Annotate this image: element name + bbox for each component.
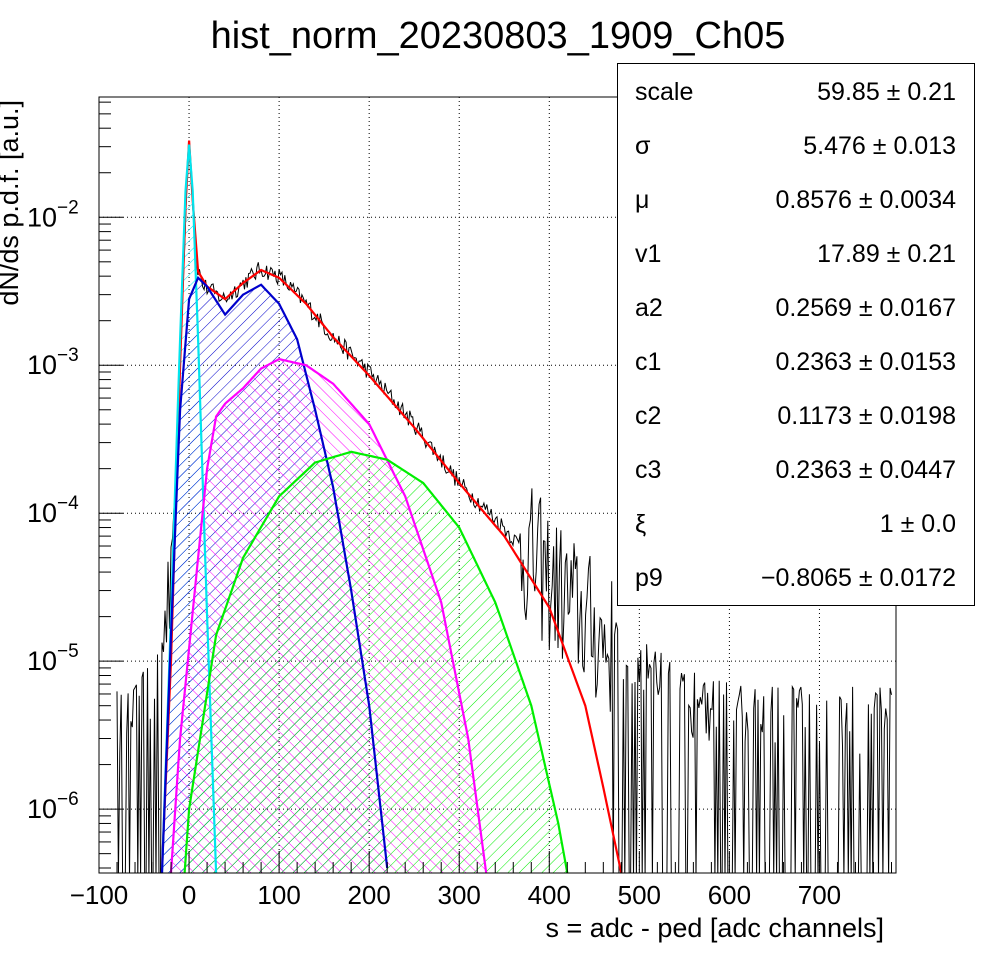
- stat-value: 1 ± 0.0: [879, 510, 956, 538]
- series-histogram: [116, 149, 892, 873]
- stat-name: c1: [635, 348, 662, 376]
- x-axis: −100 0 100 200 300 400 500 600 700: [70, 851, 892, 910]
- stat-value: 0.2569 ± 0.0167: [775, 294, 956, 322]
- stat-name: ξ: [635, 510, 647, 538]
- stat-row-v1: v1 17.89 ± 0.21: [618, 240, 974, 280]
- x-tick-label: 300: [438, 880, 481, 910]
- x-tick-label: 500: [618, 880, 661, 910]
- stat-name: σ: [635, 132, 651, 160]
- series-component-line: [169, 357, 488, 873]
- stat-row-c1: c1 0.2363 ± 0.0153: [618, 348, 974, 388]
- x-tick-label: 600: [708, 880, 751, 910]
- stat-row-xi: ξ 1 ± 0.0: [618, 510, 974, 550]
- y-tick-exponent: −5: [57, 641, 79, 662]
- x-tick-label: 400: [528, 880, 571, 910]
- y-tick-label: 10: [27, 646, 57, 676]
- stat-value: 0.1173 ± 0.0198: [777, 402, 956, 430]
- y-tick-label: 10: [27, 498, 57, 528]
- x-tick-label: 200: [347, 880, 390, 910]
- chart-title: hist_norm_20230803_1909_Ch05: [211, 15, 786, 57]
- stat-value: 59.85 ± 0.21: [817, 78, 956, 106]
- y-tick-exponent: −4: [57, 493, 79, 514]
- series-fit-line: [160, 140, 623, 873]
- stat-row-mu: μ 0.8576 ± 0.0034: [618, 186, 974, 226]
- x-tick-label: 0: [182, 880, 196, 910]
- series-component-line: [160, 275, 389, 873]
- stat-value: 0.8576 ± 0.0034: [775, 186, 956, 214]
- y-tick-exponent: −2: [57, 197, 79, 218]
- stat-name: v1: [635, 240, 662, 268]
- y-axis: 10−610−510−410−310−2: [27, 101, 123, 869]
- stat-name: c2: [635, 402, 662, 430]
- x-tick-label: 100: [257, 880, 300, 910]
- stat-value: 5.476 ± 0.013: [803, 132, 956, 160]
- stat-row-a2: a2 0.2569 ± 0.0167: [618, 294, 974, 334]
- series-component-line: [183, 450, 569, 873]
- stat-row-sigma: σ 5.476 ± 0.013: [618, 132, 974, 172]
- y-tick-exponent: −3: [57, 345, 79, 366]
- stat-row-p9: p9 −0.8065 ± 0.0172: [618, 564, 974, 604]
- stat-row-scale: scale 59.85 ± 0.21: [618, 78, 974, 118]
- stat-row-c2: c2 0.1173 ± 0.0198: [618, 402, 974, 442]
- fit-stats-box: scale 59.85 ± 0.21 σ 5.476 ± 0.013 μ 0.8…: [617, 63, 975, 606]
- y-tick-label: 10: [27, 350, 57, 380]
- stat-row-c3: c3 0.2363 ± 0.0447: [618, 456, 974, 496]
- x-tick-label: −100: [70, 880, 129, 910]
- x-tick-label: 700: [798, 880, 841, 910]
- component-fills: [162, 144, 568, 873]
- stat-name: a2: [635, 294, 663, 322]
- stat-name: μ: [635, 186, 650, 214]
- stat-name: c3: [635, 456, 662, 484]
- stat-value: 17.89 ± 0.21: [817, 240, 956, 268]
- stat-value: 0.2363 ± 0.0447: [775, 456, 956, 484]
- y-axis-label: dN/ds p.d.f. [a.u.]: [0, 100, 24, 306]
- y-tick-label: 10: [27, 794, 57, 824]
- y-tick-exponent: −6: [57, 789, 79, 810]
- stat-value: −0.8065 ± 0.0172: [760, 564, 956, 592]
- stat-name: p9: [635, 564, 663, 592]
- stat-value: 0.2363 ± 0.0153: [775, 348, 956, 376]
- stat-name: scale: [635, 78, 694, 106]
- y-tick-label: 10: [27, 202, 57, 232]
- series-lines: [116, 140, 892, 873]
- x-axis-label: s = adc - ped [adc channels]: [546, 913, 884, 943]
